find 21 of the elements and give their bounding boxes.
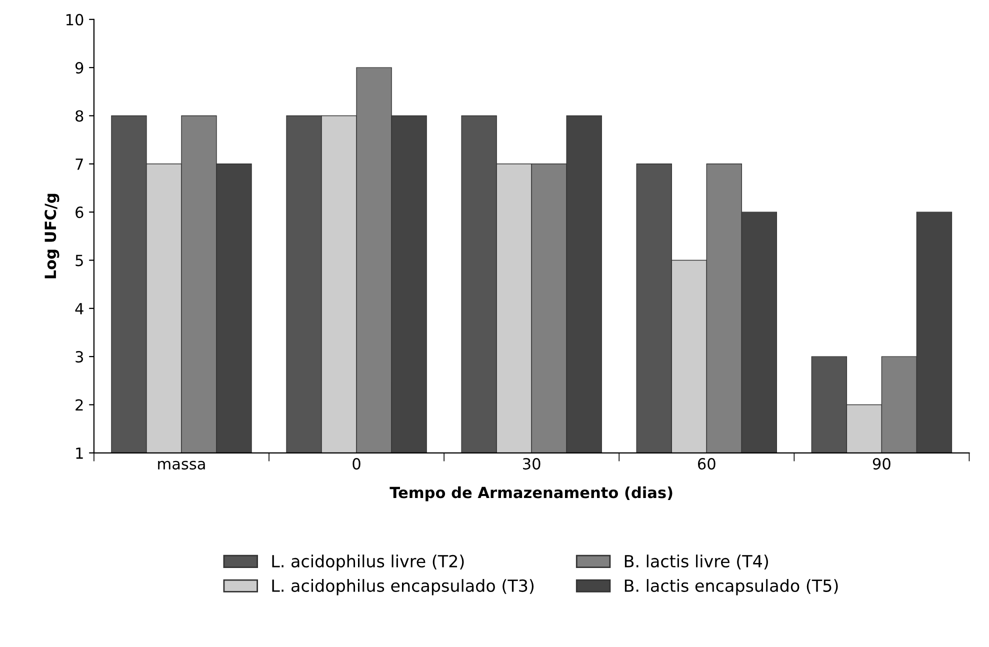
y-tick-label: 10 xyxy=(66,14,84,26)
y-tick-label: 2 xyxy=(76,399,83,411)
y-axis-title: Log UFC/g xyxy=(44,194,60,278)
x-tick-label: 90 xyxy=(872,458,890,470)
x-tick-label: massa xyxy=(158,460,205,470)
x-axis-title: Tempo de Armazenamento (dias) xyxy=(390,486,672,502)
y-tick-label: 5 xyxy=(76,254,83,266)
y-tick-label: 9 xyxy=(75,62,84,74)
legend-label: L. acidophilus livre (T2) xyxy=(272,554,464,571)
x-tick-label: 0 xyxy=(352,458,360,470)
legend-label: B. lactis livre (T4) xyxy=(624,554,768,570)
x-tick-label: 60 xyxy=(698,458,716,470)
x-tick-label: 30 xyxy=(523,458,540,470)
legend-label: L. acidophilus encapsulado (T3) xyxy=(272,579,534,596)
y-tick-label: 6 xyxy=(76,206,84,218)
legend-label: B. lactis encapsulado (T5) xyxy=(624,579,838,596)
y-tick-label: 3 xyxy=(76,351,84,363)
y-tick-label: 1 xyxy=(76,448,83,459)
y-tick-label: 8 xyxy=(76,110,84,122)
y-tick-label: 7 xyxy=(76,158,83,170)
y-tick-label: 4 xyxy=(75,303,84,314)
